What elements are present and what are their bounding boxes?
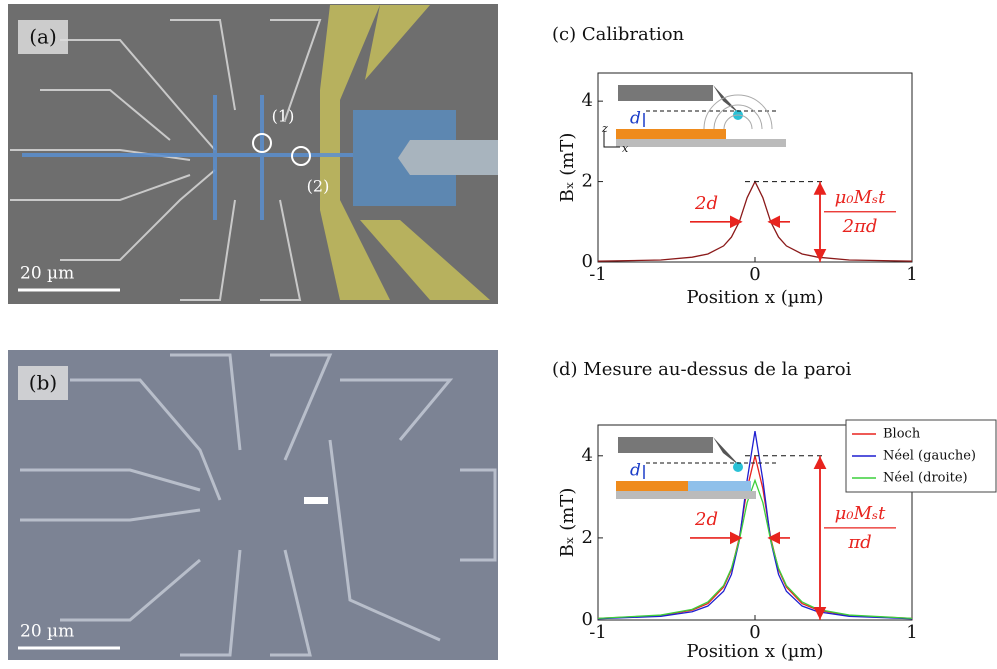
tip-body <box>618 437 713 453</box>
x-tick-label: 0 <box>749 622 760 643</box>
blue-tracks <box>22 95 353 220</box>
magnet-film <box>616 129 726 139</box>
nv-center <box>733 462 743 472</box>
axes-icon <box>603 131 620 148</box>
formula-numerator: μ₀Mₛt <box>835 187 886 208</box>
substrate <box>616 491 756 499</box>
scale-bar-label: 20 µm <box>20 264 74 284</box>
label-box <box>18 20 68 54</box>
marker-circle <box>252 133 272 153</box>
electrodes <box>20 353 497 657</box>
d-label: d <box>630 461 641 481</box>
formula-numerator: μ₀Mₛt <box>835 503 886 524</box>
y-tick-label: 4 <box>582 445 593 466</box>
d-label: d <box>630 109 641 129</box>
x-tick-label: 1 <box>906 264 917 285</box>
tip <box>713 437 741 467</box>
tip <box>713 85 741 115</box>
x-tick-label: -1 <box>589 622 607 643</box>
y-axis-label: Bₓ (mT) <box>557 488 578 558</box>
field-line <box>713 104 763 130</box>
y-tick-label: 2 <box>582 171 593 192</box>
y-tick-label: 0 <box>582 609 593 630</box>
yellow-electrode <box>360 220 490 300</box>
y-axis-label: Bₓ (mT) <box>557 133 578 203</box>
chart-title: (c) Calibration <box>552 24 685 45</box>
legend-label: Bloch <box>883 427 921 442</box>
field-line <box>723 114 753 130</box>
width-label: 2d <box>694 509 718 530</box>
tip-body <box>618 85 713 101</box>
formula-denominator: πd <box>847 532 871 553</box>
x-tick-label: 0 <box>749 264 760 285</box>
yellow-electrode <box>320 5 430 300</box>
y-tick-label: 0 <box>582 251 593 272</box>
field-line <box>703 94 773 130</box>
marker-circle <box>291 146 311 166</box>
z-label: z <box>601 122 608 135</box>
magnet-film-2 <box>688 481 751 491</box>
y-tick-label: 2 <box>582 527 593 548</box>
legend-label: Néel (droite) <box>883 471 968 486</box>
x-axis-label: Position x (µm) <box>686 287 823 308</box>
panel-label: (a) <box>29 25 57 49</box>
panel-a: (1) (2) (a) 20 µm <box>8 4 498 304</box>
marker-label: (2) <box>307 177 330 196</box>
y-tick-label: 4 <box>582 90 593 111</box>
x-tick-label: -1 <box>589 264 607 285</box>
data-line <box>597 478 913 620</box>
scale-bar-label: 20 µm <box>20 622 74 642</box>
legend-label: Néel (gauche) <box>883 449 976 464</box>
width-label: 2d <box>694 193 718 214</box>
chart-title: (d) Mesure au-dessus de la paroi <box>552 359 852 380</box>
x-axis-mini-label: x <box>622 142 629 155</box>
data-line <box>597 431 913 620</box>
label-box <box>18 366 68 400</box>
x-axis-label: Position x (µm) <box>686 641 823 662</box>
panel-b: (b) 20 µm <box>8 350 498 660</box>
formula-denominator: 2πd <box>842 216 878 237</box>
panel-label: (b) <box>29 371 57 395</box>
x-tick-label: 1 <box>906 622 917 643</box>
magnet-film <box>616 481 688 491</box>
substrate <box>616 139 786 147</box>
pad-tip <box>398 140 498 175</box>
optical-image <box>8 350 498 660</box>
electrodes <box>10 19 322 301</box>
bright-spot <box>304 497 328 504</box>
marker-label: (1) <box>272 107 295 126</box>
plot-frame <box>597 72 913 263</box>
